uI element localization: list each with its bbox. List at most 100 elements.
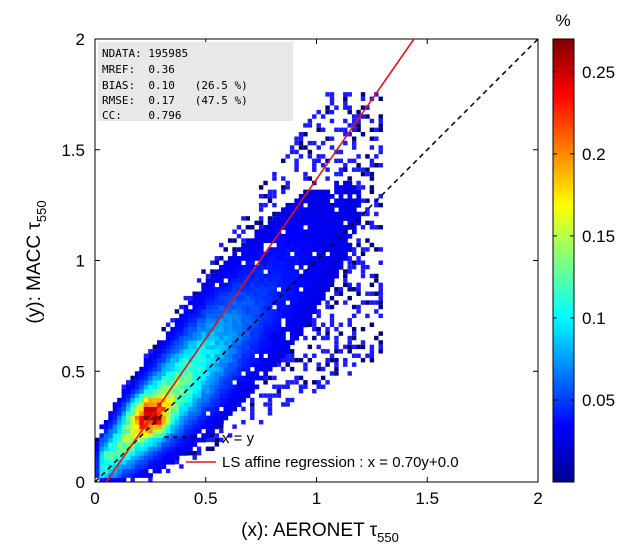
density-cell — [360, 326, 366, 332]
density-cell — [312, 388, 317, 394]
density-cell — [227, 402, 233, 407]
density-cell — [130, 397, 136, 403]
density-cell — [303, 384, 308, 389]
density-cell — [179, 380, 184, 385]
density-cell — [179, 375, 184, 381]
density-cell — [232, 353, 238, 359]
density-cell — [152, 415, 158, 421]
density-cell — [356, 194, 362, 199]
density-cell — [263, 225, 269, 230]
density-cell — [343, 225, 348, 230]
density-cell — [303, 362, 308, 367]
density-cell — [121, 415, 127, 421]
density-cell — [188, 388, 193, 394]
density-cell — [223, 344, 229, 350]
density-cell — [179, 406, 184, 412]
density-cell — [245, 264, 251, 270]
density-cell — [325, 380, 330, 385]
density-cell — [188, 428, 193, 434]
density-cell — [232, 304, 238, 310]
density-cell — [298, 322, 304, 328]
density-cell — [281, 176, 286, 181]
density-cell — [99, 477, 105, 482]
density-cell — [192, 402, 198, 407]
density-cell — [134, 388, 140, 394]
density-cell — [325, 136, 330, 141]
density-cell — [170, 415, 176, 421]
density-cell — [227, 282, 233, 288]
density-cell — [117, 442, 122, 447]
density-cell — [192, 331, 198, 337]
density-cell — [205, 313, 211, 319]
density-cell — [174, 322, 180, 328]
density-cell — [303, 291, 308, 297]
density-cell — [214, 313, 220, 319]
density-cell — [329, 304, 335, 310]
density-cell — [360, 357, 366, 363]
stats-line-mref: MREF: 0.36 — [102, 63, 175, 76]
density-cell — [223, 366, 229, 372]
density-cell — [143, 442, 149, 447]
density-cell — [126, 450, 131, 456]
density-cell — [351, 185, 357, 190]
density-cell — [205, 318, 211, 323]
density-cell — [205, 326, 211, 332]
density-cell — [188, 331, 193, 337]
density-cell — [143, 371, 149, 376]
density-cell — [303, 318, 308, 323]
density-cell — [201, 402, 207, 407]
density-cell — [152, 442, 158, 447]
density-cell — [254, 264, 260, 270]
density-cell — [165, 428, 171, 434]
density-cell — [236, 273, 242, 279]
density-cell — [289, 145, 295, 150]
density-cell — [325, 278, 331, 283]
density-cell — [157, 384, 162, 390]
density-cell — [99, 442, 105, 447]
density-cell — [183, 415, 189, 421]
density-cell — [174, 419, 180, 425]
density-cell — [179, 402, 184, 407]
density-cell — [267, 278, 273, 283]
density-cell — [250, 335, 255, 341]
density-cell — [174, 397, 180, 403]
density-cell — [294, 140, 299, 146]
density-cell — [183, 406, 189, 412]
density-cell — [170, 380, 176, 385]
density-cell — [245, 380, 251, 385]
density-cell — [152, 455, 158, 461]
density-cell — [219, 424, 224, 429]
density-cell — [148, 357, 153, 363]
density-cell — [378, 225, 383, 230]
density-cell — [241, 229, 246, 234]
density-cell — [254, 295, 260, 301]
density-cell — [196, 406, 202, 412]
density-cell — [201, 331, 207, 337]
density-cell — [298, 260, 304, 266]
density-cell — [232, 340, 238, 345]
density-cell — [201, 313, 207, 319]
density-cell — [121, 384, 127, 389]
density-cell — [161, 388, 167, 394]
density-cell — [329, 278, 335, 283]
density-cell — [329, 256, 335, 261]
density-cell — [205, 375, 211, 381]
density-cell — [223, 340, 229, 345]
density-cell — [192, 344, 198, 350]
density-cell — [192, 437, 198, 443]
density-cell — [139, 455, 145, 461]
density-cell — [121, 402, 127, 407]
density-cell — [329, 264, 335, 270]
density-cell — [219, 384, 224, 390]
density-cell — [312, 233, 317, 239]
density-cell — [312, 140, 317, 146]
density-cell — [303, 229, 308, 235]
density-cell — [312, 287, 317, 292]
density-cell — [157, 388, 162, 394]
density-cell — [325, 167, 330, 172]
density-cell — [378, 260, 383, 265]
density-cell — [254, 233, 260, 239]
density-cell — [205, 380, 211, 385]
density-cell — [241, 278, 246, 283]
density-cell — [134, 473, 140, 478]
